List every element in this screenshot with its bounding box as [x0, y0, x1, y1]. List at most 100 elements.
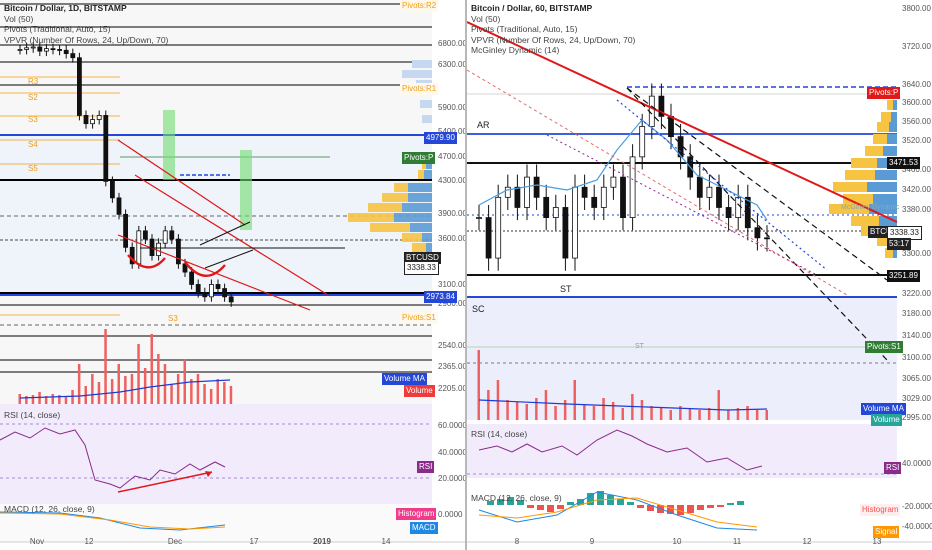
tag-level-2973: 2973.84 [424, 291, 457, 303]
volume-bar [190, 379, 193, 404]
candle-body [725, 207, 732, 218]
macd-histogram-bar [497, 499, 504, 505]
volume-bar [765, 410, 768, 420]
volume-ma-line [478, 399, 768, 411]
vpvr-bar [426, 243, 432, 252]
x-tick: 12 [802, 537, 812, 546]
macd-histogram-bar [667, 505, 674, 514]
candle-body [63, 49, 69, 54]
volume-bar [223, 382, 226, 404]
candle-body [658, 95, 665, 117]
candle-body [195, 284, 201, 294]
tag-pivots-r2: Pivots:R2 [400, 0, 439, 12]
x-tick: Nov [29, 537, 45, 546]
volume-bar [669, 410, 672, 420]
vpvr-bar [881, 112, 891, 122]
pivot-label-r3: R3 [28, 77, 39, 86]
macd-histogram-bar [487, 501, 494, 505]
macd-histogram-bar [587, 493, 594, 505]
volume-bar [755, 410, 759, 420]
vpvr-bar [845, 170, 875, 180]
candle-body [83, 115, 89, 125]
wedge-line [204, 249, 254, 269]
price-tick: 3180.00 [902, 309, 931, 318]
x-tick: 13 [872, 537, 882, 546]
vpvr-bar [424, 170, 432, 179]
vpvr-bar [891, 112, 897, 122]
candle-body [591, 196, 598, 208]
price-tick: 2900.00 [438, 299, 465, 308]
volume-bar [659, 408, 663, 420]
candle-body [552, 207, 559, 218]
rsi-tick: 20.0000 [438, 474, 465, 483]
x-tick: 14 [381, 537, 391, 546]
annotation-st-pivot: ST [635, 343, 644, 350]
candle-body [162, 230, 168, 244]
tag-rsi: RSI [417, 461, 435, 473]
pane-divider[interactable] [465, 0, 467, 550]
rsi-divergence-arrow [205, 471, 212, 477]
price-tick: 3100.00 [438, 280, 465, 289]
candle-body [30, 46, 36, 49]
vpvr-bar [370, 223, 410, 232]
macd-histogram-bar [727, 503, 734, 505]
rsi-line [0, 427, 226, 489]
price-tick: 3800.00 [902, 4, 931, 13]
candle-body [169, 230, 175, 240]
macd-area-bg [0, 504, 432, 542]
volume-bar [515, 402, 519, 420]
pivot-label-s2: S2 [28, 93, 38, 102]
lower-zone-bg [467, 298, 897, 420]
price-tick: 4300.00 [438, 176, 465, 185]
macd-histogram-bar [717, 505, 724, 507]
projection-bar [240, 150, 252, 230]
hourly-chart-canvas[interactable] [467, 0, 932, 550]
vpvr-bar [408, 193, 432, 202]
macd-histogram-bar [697, 505, 704, 510]
price-tick: 3600.00 [902, 98, 931, 107]
candle-body [175, 238, 181, 265]
rsi-legend: RSI (14, close) [4, 410, 61, 420]
candle-body [581, 186, 588, 198]
daily-chart-pane[interactable]: Bitcoin / Dollar, 1D, BITSTAMP Vol (50) … [0, 0, 465, 550]
vpvr-bar [877, 236, 889, 246]
price-tick: 3640.00 [902, 80, 931, 89]
volume-bar [124, 376, 127, 404]
tag-volume: Volume [404, 385, 435, 397]
vpvr-bar [410, 223, 432, 232]
tag-pivots-r1: Pivots:R1 [400, 83, 439, 95]
volume-bar [583, 404, 586, 420]
candle-body [543, 196, 550, 218]
candle-body [57, 49, 62, 51]
candle-body [129, 246, 135, 265]
volume-bar [496, 380, 500, 420]
tag-pivots-p: Pivots:P [402, 152, 436, 164]
candle-body [37, 46, 43, 52]
volume-bar [216, 379, 219, 404]
price-tick: 3900.00 [438, 209, 465, 218]
volume-bar [506, 400, 509, 420]
macd-histogram-bar [527, 505, 534, 508]
volume-bar [183, 359, 186, 404]
volume-bar [97, 382, 101, 404]
hourly-chart-pane[interactable]: Bitcoin / Dollar, 60, BITSTAMP Vol (50) … [467, 0, 932, 550]
macd-histogram-bar [517, 500, 524, 505]
candle-body [142, 230, 148, 240]
vpvr-bar [877, 122, 889, 132]
tag-price-3338: 3338.33 [404, 261, 439, 275]
macd-histogram-bar [567, 502, 574, 505]
vpvr-bar [412, 243, 426, 252]
daily-chart-canvas[interactable] [0, 0, 465, 550]
vpvr-bar [422, 233, 432, 242]
macd-legend: MACD (12, 26, close, 9) [4, 504, 95, 514]
volume-bar [25, 396, 28, 404]
volume-bar [91, 374, 94, 404]
macd-histogram-bar [707, 505, 714, 508]
macd-tick: -20.0000 [902, 502, 932, 511]
pivot-label-s1-chart: S3 [168, 314, 178, 323]
price-tick: 5400.00 [438, 127, 465, 136]
x-tick: 10 [672, 537, 682, 546]
vpvr-bar [889, 122, 897, 132]
vpvr-bar [348, 213, 394, 222]
candle-body [17, 49, 23, 51]
